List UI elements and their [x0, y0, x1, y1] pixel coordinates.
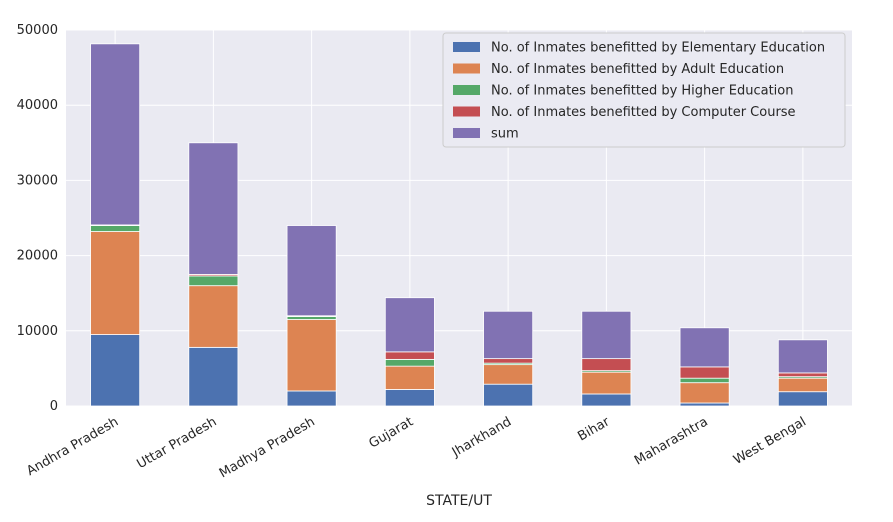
bar-segment: [286, 390, 337, 407]
bar-segment: [188, 285, 239, 348]
bar-segment: [483, 364, 534, 385]
legend-entry: sum: [491, 127, 519, 142]
bar-segment: [90, 231, 141, 335]
x-tick-label: West Bengal: [731, 414, 809, 468]
bars-group: [90, 43, 828, 407]
y-tick-label: 20000: [17, 249, 58, 264]
bar-segment: [188, 346, 239, 407]
legend-box: [442, 32, 846, 148]
bar-segment: [384, 351, 435, 360]
y-tick-label: 50000: [17, 23, 58, 38]
bar-segment: [188, 142, 239, 275]
bar-segment: [679, 327, 730, 368]
bar-segment: [483, 310, 534, 360]
bar-segment: [483, 358, 534, 364]
bar-segment: [286, 316, 337, 320]
x-tick-label: Madhya Pradesh: [217, 414, 318, 481]
legend: No. of Inmates benefitted by Elementary …: [442, 32, 846, 148]
bar-segment: [384, 365, 435, 390]
y-tick-label: 0: [50, 399, 58, 414]
bar-segment: [581, 310, 632, 360]
bar-segment: [90, 225, 141, 232]
bar-segment: [188, 275, 239, 287]
y-tick-label: 40000: [17, 98, 58, 113]
bar-segment: [679, 377, 730, 384]
bar-segment: [679, 382, 730, 404]
x-tick-label: Jharkhand: [449, 414, 514, 460]
bar-segment: [679, 366, 730, 379]
bar-segment: [777, 339, 828, 374]
bar-segment: [384, 358, 435, 367]
legend-swatch: [453, 106, 480, 117]
legend-entry: No. of Inmates benefitted by Computer Co…: [491, 105, 796, 120]
bar-segment: [581, 371, 632, 395]
x-tick-label: Andhra Pradesh: [24, 414, 121, 479]
legend-swatch: [453, 128, 480, 138]
legend-entry: No. of Inmates benefitted by Adult Educa…: [491, 62, 784, 77]
bar-segment: [90, 43, 141, 226]
legend-entry: No. of Inmates benefitted by Higher Educ…: [491, 84, 794, 99]
bar-segment: [777, 391, 828, 407]
bar-segment: [286, 319, 337, 392]
x-tick-label: Bihar: [575, 414, 613, 444]
bar-segment: [777, 372, 828, 378]
legend-swatch: [453, 63, 480, 74]
bar-segment: [384, 297, 435, 353]
x-tick-label: Maharashtra: [632, 414, 711, 468]
x-axis-label: STATE/UT: [426, 493, 492, 509]
bar-segment: [777, 377, 828, 393]
legend-entry: No. of Inmates benefitted by Elementary …: [491, 41, 825, 56]
x-tick-label: Gujarat: [367, 414, 416, 451]
bar-segment: [90, 334, 141, 407]
bar-segment: [581, 393, 632, 407]
bar-segment: [679, 402, 730, 407]
y-tick-label: 10000: [17, 324, 58, 339]
bar-segment: [384, 389, 435, 407]
legend-swatch: [453, 85, 480, 95]
x-tick-label: Uttar Pradesh: [135, 414, 220, 472]
bar-segment: [581, 358, 632, 372]
bar-segment: [286, 225, 337, 317]
y-tick-label: 30000: [17, 173, 58, 188]
legend-swatch: [453, 42, 480, 52]
y-axis-ticks: 0 10000 20000 30000 40000 50000: [17, 23, 58, 414]
bar-segment: [483, 383, 534, 407]
